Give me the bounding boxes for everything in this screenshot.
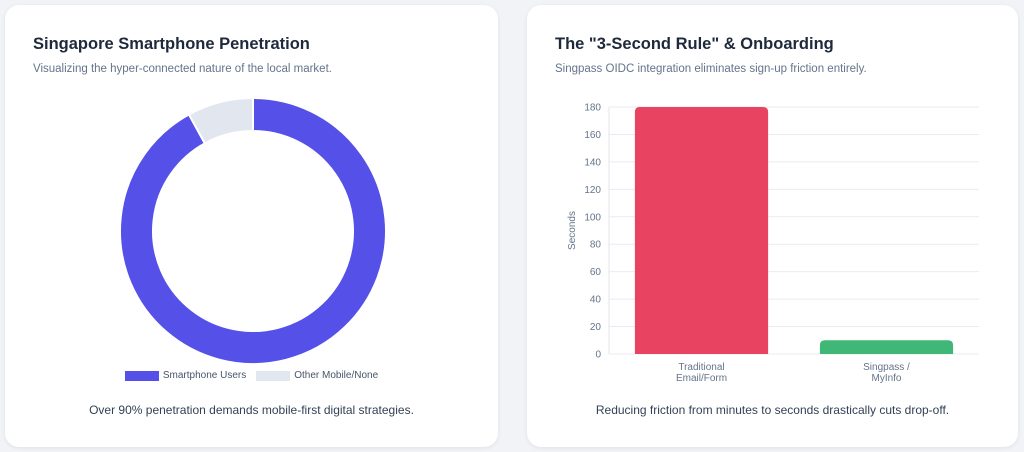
onboarding-bar-chart: 0 20 40 60 80 100 120 140 160 180 Seconds Tradition… — [567, 103, 979, 384]
donut-card-footer: Over 90% penetration demands mobile-firs… — [89, 403, 414, 417]
y-tick-label: 180 — [584, 103, 601, 114]
bar-1[interactable] — [819, 340, 954, 354]
y-tick-label: 140 — [584, 157, 601, 168]
donut-card-title: Singapore Smartphone Penetration — [33, 35, 310, 53]
y-tick-label: 0 — [595, 350, 601, 361]
y-tick-label: 60 — [590, 267, 602, 278]
onboarding-card: The "3-Second Rule" & Onboarding Singpas… — [527, 5, 1018, 447]
donut-legend: Smartphone Users Other Mobile/None — [5, 370, 498, 381]
y-tick-label: 20 — [590, 322, 602, 333]
legend-label: Other Mobile/None — [294, 370, 379, 381]
donut-chart — [119, 96, 387, 365]
y-axis-title: Seconds — [567, 211, 578, 250]
y-tick-label: 160 — [584, 130, 601, 141]
x-tick-label: Traditional — [678, 362, 724, 373]
donut-slice-1 — [187, 96, 254, 145]
bar-0[interactable] — [634, 107, 769, 354]
donut-card-subtitle: Visualizing the hyper-connected nature o… — [33, 63, 332, 75]
x-tick-label: MyInfo — [871, 373, 901, 384]
y-tick-label: 100 — [584, 212, 601, 223]
y-tick-label: 40 — [590, 295, 602, 306]
bar-card-footer: Reducing friction from minutes to second… — [595, 403, 950, 417]
bar-card-subtitle: Singpass OIDC integration eliminates sig… — [555, 63, 867, 75]
legend-swatch — [124, 370, 159, 381]
bar-card-title: The "3-Second Rule" & Onboarding — [555, 35, 834, 53]
x-tick-label: Singpass / — [863, 362, 910, 373]
donut-legend-item[interactable]: Other Mobile/None — [256, 370, 378, 381]
x-tick-label: Email/Form — [676, 373, 727, 384]
y-tick-label: 80 — [590, 240, 602, 251]
legend-label: Smartphone Users — [162, 370, 247, 381]
donut-slice-0 — [119, 96, 387, 365]
y-tick-label: 120 — [584, 185, 601, 196]
legend-swatch — [256, 370, 291, 381]
donut-legend-item[interactable]: Smartphone Users — [124, 370, 247, 381]
smartphone-penetration-card: Singapore Smartphone Penetration Visuali… — [5, 5, 498, 447]
